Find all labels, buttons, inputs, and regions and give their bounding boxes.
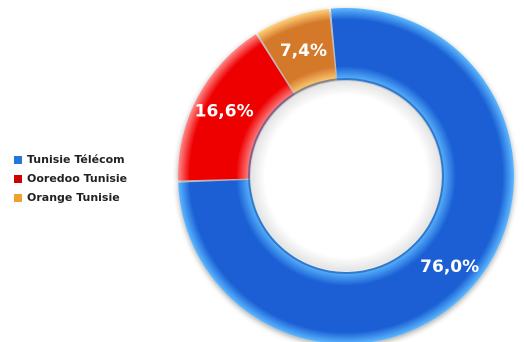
legend-item-orange-tunisie: Orange Tunisie bbox=[14, 188, 127, 207]
donut-slices bbox=[178, 8, 514, 342]
donut-hole bbox=[248, 78, 444, 274]
legend-item-tunisie-telecom: Tunisie Télécom bbox=[14, 150, 127, 169]
data-label-tunisie-telecom: 76,0% bbox=[420, 257, 479, 277]
legend-swatch-ooredoo-tunisie bbox=[14, 174, 22, 183]
data-label-orange-tunisie: 7,4% bbox=[280, 41, 327, 61]
data-labels: 76,0% 16,6% 7,4% bbox=[195, 41, 480, 277]
legend-label-ooredoo-tunisie: Ooredoo Tunisie bbox=[27, 172, 128, 185]
donut-hole-center bbox=[251, 81, 441, 271]
donut-hole-ring bbox=[248, 78, 444, 274]
slice-ooredoo-tunisie bbox=[178, 34, 295, 181]
legend-swatch-orange-tunisie bbox=[14, 193, 22, 202]
slice-orange-tunisie bbox=[257, 8, 337, 95]
legend-label-tunisie-telecom: Tunisie Télécom bbox=[27, 153, 125, 166]
legend-label-orange-tunisie: Orange Tunisie bbox=[27, 191, 120, 204]
legend-item-ooredoo-tunisie: Ooredoo Tunisie bbox=[14, 169, 127, 188]
legend-swatch-tunisie-telecom bbox=[14, 155, 22, 164]
data-label-ooredoo-tunisie: 16,6% bbox=[195, 101, 254, 121]
legend: Tunisie Télécom Ooredoo Tunisie Orange T… bbox=[14, 150, 127, 207]
slice-tunisie-telecom bbox=[178, 8, 514, 342]
